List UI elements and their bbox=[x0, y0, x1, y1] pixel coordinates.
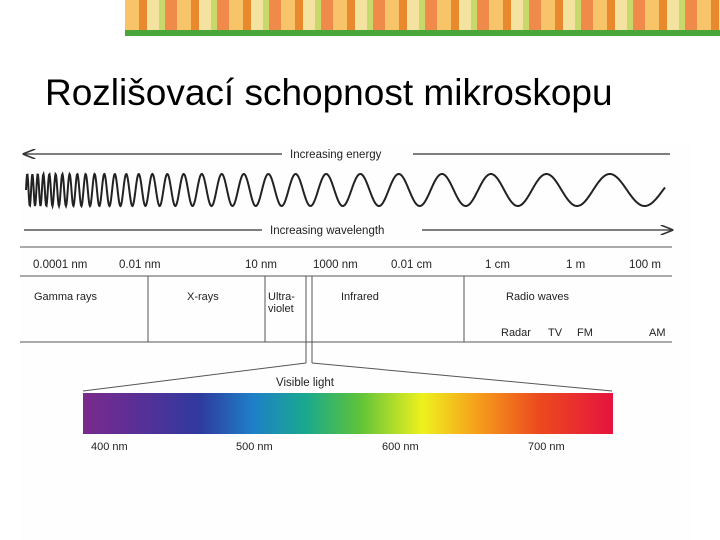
scale-label: 1 cm bbox=[485, 259, 510, 271]
scale-label: 100 m bbox=[629, 259, 661, 271]
band-radio: Radio waves bbox=[506, 291, 569, 303]
slide-title: Rozlišovací schopnost mikroskopu bbox=[45, 72, 613, 113]
band-xrays: X-rays bbox=[187, 291, 219, 303]
visible-scale-label: 500 nm bbox=[236, 441, 273, 453]
energy-label: Increasing energy bbox=[290, 149, 382, 161]
visible-expand-right bbox=[311, 362, 613, 392]
visible-scale-label: 600 nm bbox=[382, 441, 419, 453]
radio-sub-fm: FM bbox=[577, 327, 593, 339]
scale-label: 1 m bbox=[566, 259, 585, 271]
band-uv-2: violet bbox=[268, 303, 294, 315]
visible-scale-label: 700 nm bbox=[528, 441, 565, 453]
scale-label: 0.0001 nm bbox=[33, 259, 87, 271]
radio-sub-am: AM bbox=[649, 327, 666, 339]
radio-sub-tv: TV bbox=[548, 327, 563, 339]
scale-label: 0.01 nm bbox=[119, 259, 161, 271]
visible-scale-label: 400 nm bbox=[91, 441, 128, 453]
scale-label: 0.01 cm bbox=[391, 259, 432, 271]
radio-sub-radar: Radar bbox=[501, 327, 531, 339]
band-infrared: Infrared bbox=[341, 291, 379, 303]
visible-expand-left bbox=[82, 362, 307, 392]
visible-light-label: Visible light bbox=[276, 377, 335, 389]
electromagnetic-spectrum-diagram: Increasing energy Increasing wavelength … bbox=[20, 143, 692, 540]
wavelength-label: Increasing wavelength bbox=[270, 225, 384, 237]
band-gamma: Gamma rays bbox=[34, 291, 97, 303]
header-banner-image bbox=[125, 0, 720, 36]
scale-label: 10 nm bbox=[245, 259, 277, 271]
visible-spectrum-bar bbox=[83, 393, 613, 434]
banner-spacer bbox=[0, 0, 125, 36]
band-uv: Ultra- bbox=[268, 291, 295, 303]
wave-curve bbox=[25, 170, 666, 210]
scale-label: 1000 nm bbox=[313, 259, 358, 271]
